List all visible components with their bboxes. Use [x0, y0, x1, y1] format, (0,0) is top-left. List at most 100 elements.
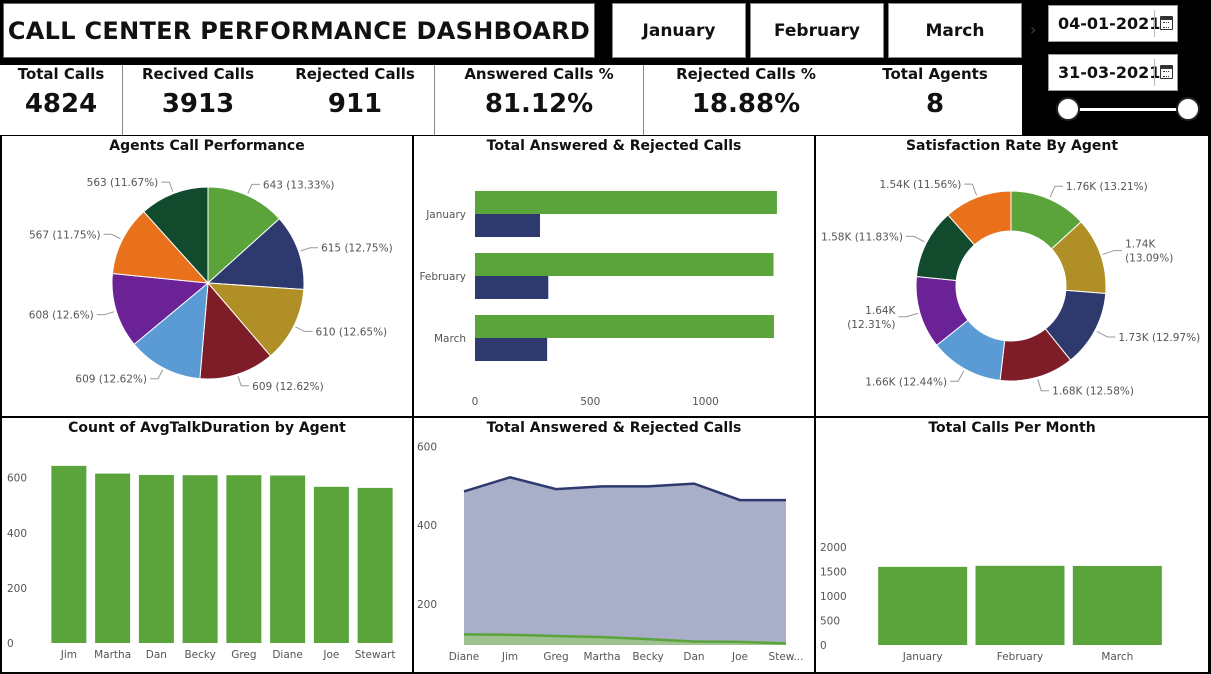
kpi-received-calls: Recived Calls 3913 — [128, 65, 268, 135]
series-line — [463, 476, 786, 502]
tick-label: 500 — [820, 615, 840, 627]
bar — [475, 338, 548, 361]
data-label: 1.76K (13.21%) — [1066, 181, 1148, 193]
bar — [1072, 565, 1162, 645]
bar — [475, 276, 549, 299]
kpi-rejected-percent: Rejected Calls % 18.88% — [648, 65, 844, 135]
date-slider-end-handle[interactable] — [1176, 97, 1200, 121]
bar — [878, 566, 968, 645]
leader-line — [1049, 185, 1063, 198]
calendar-icon[interactable] — [1160, 16, 1173, 30]
panel-agents-call-performance: Agents Call Performance 643 (13.33%) 615 … — [2, 136, 412, 416]
category-label: February — [419, 271, 466, 283]
chart-title: Count of AvgTalkDuration by Agent — [68, 420, 346, 436]
category-label: Martha — [583, 651, 620, 663]
chart-title: Total Answered & Rejected Calls — [486, 138, 742, 154]
tick-label: 0 — [7, 638, 14, 650]
area-chart-answered-rejected: 200 400 600 Diane Jim Greg Martha Becky Dan Joe St… — [417, 442, 804, 663]
area-fill — [464, 477, 786, 645]
bar — [475, 191, 777, 214]
pie-slice — [206, 218, 305, 291]
kpi-label: Recived Calls — [141, 65, 254, 83]
kpi-divider — [643, 65, 644, 135]
bar — [475, 315, 774, 338]
month-filter-january[interactable]: January — [612, 3, 746, 58]
end-date-field[interactable]: 31-03-2021 — [1048, 54, 1178, 91]
leader-line — [898, 312, 919, 318]
leader-line — [237, 376, 250, 387]
tick-label: 1000 — [692, 396, 719, 408]
leader-line — [150, 369, 164, 380]
tick-label: 1500 — [820, 566, 847, 578]
data-label: 567 (11.75%) — [29, 229, 101, 241]
bar — [313, 486, 349, 643]
panel-total-calls-per-month: Total Calls Per Month 0 500 1000 1500 2000 Ja… — [816, 418, 1208, 672]
category-label: Jim — [60, 649, 77, 661]
category-label: Joe — [731, 651, 748, 663]
data-label: 1.68K (12.58%) — [1052, 386, 1134, 398]
tick-label: 1000 — [820, 591, 847, 603]
start-date-field[interactable]: 04-01-2021 — [1048, 5, 1178, 42]
pie-chart-agents: 643 (13.33%) 615 (12.75%) 610 (12.65%) 609 … — [29, 177, 393, 393]
month-filter-february[interactable]: February — [750, 3, 884, 58]
bar — [975, 565, 1065, 645]
category-label: March — [434, 333, 466, 345]
pie-slice — [206, 282, 305, 357]
category-label: Dan — [146, 649, 167, 661]
data-label: (12.31%) — [847, 319, 895, 331]
kpi-total-agents: Total Agents 8 — [858, 65, 1012, 135]
kpi-label: Rejected Calls — [295, 65, 415, 83]
tick-label: 0 — [820, 640, 827, 652]
data-label: 609 (12.62%) — [252, 381, 324, 393]
tick-label: 600 — [417, 442, 437, 454]
data-label: 1.66K (12.44%) — [865, 376, 947, 388]
tick-label: 400 — [417, 520, 437, 532]
bar — [95, 473, 131, 643]
leader-line — [1037, 379, 1050, 392]
kpi-label: Total Calls — [17, 65, 105, 83]
pie-slice — [111, 272, 210, 346]
tick-label: 600 — [7, 473, 27, 485]
bar-chart-answered-rejected: January February March 0 500 1000 — [419, 191, 777, 408]
category-label: Joe — [322, 649, 339, 661]
date-slider-start-handle[interactable] — [1056, 97, 1080, 121]
category-label: January — [425, 209, 466, 221]
kpi-label: Rejected Calls % — [676, 65, 816, 83]
category-label: Dan — [683, 651, 704, 663]
chevron-right-icon[interactable]: › — [1030, 20, 1037, 39]
panel-answered-rejected-bar: Total Answered & Rejected Calls January F… — [414, 136, 814, 416]
kpi-label: Total Agents — [882, 65, 988, 83]
chart-title: Total Answered & Rejected Calls — [486, 420, 742, 436]
data-label: 643 (13.33%) — [263, 179, 335, 191]
chart-title: Total Calls Per Month — [928, 420, 1096, 436]
month-filter-march[interactable]: March — [888, 3, 1022, 58]
category-label: Stew... — [769, 651, 804, 663]
tick-label: 0 — [472, 396, 479, 408]
leader-line — [295, 326, 313, 332]
data-label: 608 (12.6%) — [29, 310, 94, 322]
data-label: 609 (12.62%) — [75, 374, 147, 386]
tick-label: 200 — [417, 599, 437, 611]
kpi-value: 911 — [327, 89, 383, 119]
category-label: Greg — [543, 651, 568, 663]
chart-title: Agents Call Performance — [109, 138, 305, 154]
kpi-value: 4824 — [24, 89, 98, 119]
category-label: January — [902, 651, 943, 663]
data-label: 615 (12.75%) — [321, 243, 393, 255]
bar — [357, 487, 393, 643]
leader-line — [247, 183, 260, 194]
tick-label: 2000 — [820, 542, 847, 554]
panel-avg-talk-duration: Count of AvgTalkDuration by Agent 0 200 40… — [2, 418, 412, 672]
date-range-slider-track[interactable] — [1068, 108, 1188, 111]
kpi-value: 18.88% — [691, 89, 801, 119]
bar — [475, 253, 774, 276]
leader-line — [1102, 250, 1123, 255]
pie-slice — [133, 281, 209, 380]
calendar-icon[interactable] — [1160, 65, 1173, 79]
kpi-strip: Total Calls 4824 Recived Calls 3913 Reje… — [0, 65, 1022, 135]
bar-chart-avg-talk-duration: 0 200 400 600 Jim Martha Dan Becky Greg Diane Joe S… — [7, 465, 395, 661]
data-label: 1.58K (11.83%) — [821, 231, 903, 243]
kpi-value: 81.12% — [484, 89, 594, 119]
leader-line — [103, 233, 121, 240]
donut-chart-satisfaction: 1.76K (13.21%) 1.74K (13.09%) 1.73K (12.97%… — [821, 179, 1200, 398]
